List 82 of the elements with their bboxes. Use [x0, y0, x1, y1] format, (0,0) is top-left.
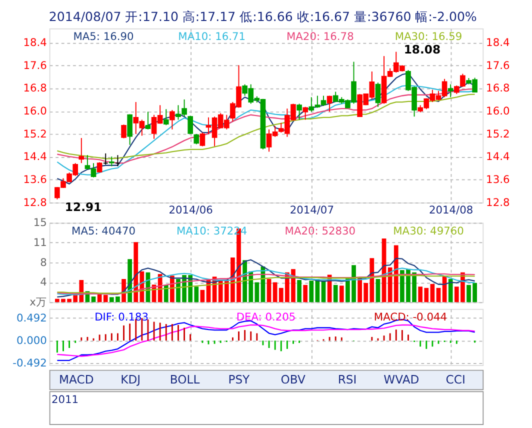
text: MA30: 16.59: [394, 30, 462, 43]
y-tick-label: 13.6: [23, 173, 48, 186]
y-tick-label: 11: [33, 236, 47, 250]
series-label: DEA: 0.205: [236, 310, 296, 324]
text: WVAD: [384, 372, 420, 386]
text: OBV: [280, 372, 306, 386]
bar: [134, 242, 138, 302]
text: PSY: [228, 372, 251, 386]
y2-tick-label: 16.0: [486, 104, 510, 118]
bar: [376, 279, 380, 302]
y-tick-label: 18.4: [23, 36, 48, 50]
bar: [91, 296, 96, 302]
candlestick: [375, 82, 381, 108]
text: MA30: 49760: [393, 224, 464, 238]
y2-tick-label: 13.6: [486, 173, 510, 186]
text: MA10: 16.71: [178, 30, 246, 43]
candlestick: [170, 110, 175, 130]
text: MA20: 52830: [284, 224, 356, 238]
y-tick-label: 0.000: [16, 334, 48, 348]
bar: [430, 284, 435, 302]
y-tick-label: 15: [33, 216, 47, 230]
candlestick: [121, 124, 126, 139]
text: CCI: [446, 372, 466, 386]
bar: [297, 280, 302, 302]
text: RSI: [338, 372, 357, 386]
x-tick-label: 2014/06: [168, 204, 214, 217]
x-tick-label: 2014/07: [290, 204, 334, 217]
candlestick: [127, 114, 132, 146]
y-tick-label: 14.4: [23, 150, 48, 164]
y2-tick-label: 16.8: [486, 82, 510, 95]
bar: [436, 288, 441, 302]
text: MA5: 16.90: [73, 30, 134, 43]
bar: [103, 294, 108, 302]
candlestick: [188, 115, 194, 134]
y2-tick-label: 14.4: [486, 150, 510, 164]
bar: [333, 284, 338, 302]
candlestick: [200, 132, 206, 147]
y-tick-label: -0.492: [12, 356, 47, 370]
text: MA5: 40470: [72, 224, 136, 238]
text: BOLL: [170, 372, 200, 386]
y2-tick-label: 12.8: [486, 196, 510, 209]
x-tick-label: 2014/08: [429, 204, 474, 217]
annotation: 18.08: [404, 42, 441, 57]
y-tick-label: 16.8: [23, 82, 48, 95]
bar: [303, 284, 308, 302]
candlestick: [78, 138, 84, 164]
y-tick-label: 8: [40, 256, 48, 269]
bar: [309, 280, 314, 302]
series-label: MACD: -0.044: [374, 310, 448, 324]
line-series: [56, 324, 476, 357]
bar: [164, 284, 168, 302]
candlestick: [109, 156, 114, 167]
y2-tick-label: 17.6: [486, 58, 510, 72]
y-tick-label: 0.492: [16, 311, 47, 324]
candlestick: [296, 103, 302, 120]
annotation: 12.91: [64, 200, 102, 214]
y2-tick-label: 18.4: [486, 36, 510, 50]
y-tick-label: 17.6: [23, 58, 48, 72]
bar: [200, 290, 205, 302]
y-tick-label: 15.2: [23, 127, 47, 140]
series-label: DIF: 0.183: [94, 310, 149, 324]
candlestick: [302, 106, 308, 120]
candlestick: [163, 108, 169, 126]
candlestick: [194, 134, 200, 145]
line-series: [56, 258, 476, 298]
text: MA20: 16.78: [286, 30, 354, 43]
candlestick: [448, 84, 454, 98]
y-tick-label: 12.8: [23, 196, 48, 209]
chart-title: 2014/08/07 开:17.10 高:17.17 低:16.66 收:16.67 量:36760 幅:-2.00%: [48, 9, 477, 24]
candlestick: [145, 111, 151, 130]
bar: [266, 279, 272, 302]
text: MACD: [59, 372, 94, 386]
y-tick-label: 4: [40, 276, 48, 289]
y-tick-label: 16.0: [23, 104, 48, 118]
candlestick: [326, 95, 332, 112]
text: 2011: [52, 393, 79, 406]
y2-tick-label: 15.2: [486, 127, 510, 140]
bar: [339, 286, 344, 302]
bar: [448, 279, 453, 302]
text: KDJ: [120, 372, 141, 386]
y-tick-label: x万: [30, 296, 47, 309]
bar: [394, 245, 398, 302]
